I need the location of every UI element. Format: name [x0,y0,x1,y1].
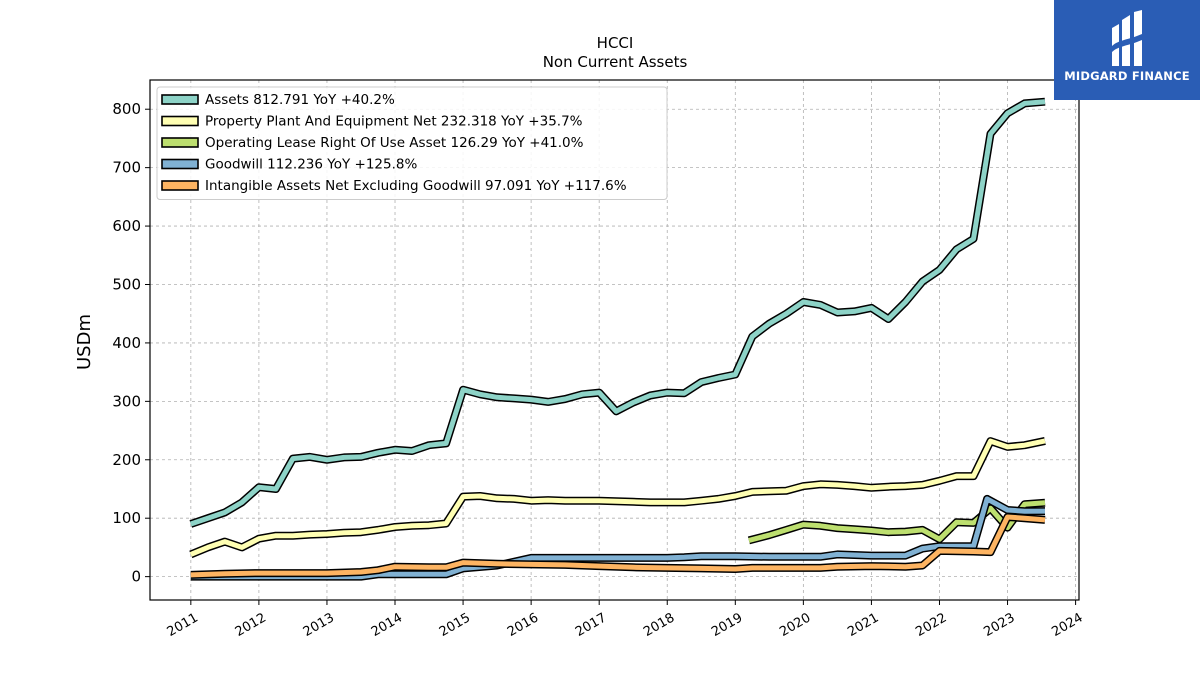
x-tick-label: 2021 [845,610,881,640]
series-group [189,97,1046,581]
legend-swatch [161,94,199,105]
plot-frame [149,79,1080,601]
series-operating-lease-right-of-use-asset [747,498,1046,545]
legend: Assets 812.791 YoY +40.2% Property Plant … [156,86,668,200]
y-tick-label: 200 [112,451,141,469]
legend-box [156,86,668,200]
x-tick-label: 2016 [505,610,541,640]
legend-swatch [161,137,199,148]
series-goodwill [190,494,1046,581]
y-ticks: 0 100 200 300 400 500 600 700 800 [112,100,150,586]
y-tick-label: 300 [112,392,141,410]
y-tick-label: 100 [112,509,141,527]
series-line [189,99,1046,527]
series-assets [189,97,1046,528]
brand-name: MIDGARD FINANCE [1064,69,1190,83]
x-tick-label: 2023 [981,610,1017,640]
x-tick-label: 2013 [301,610,337,640]
legend-swatch [161,180,199,191]
legend-label: Goodwill 112.236 YoY +125.8% [205,157,417,173]
legend-swatch [161,115,199,127]
y-tick-label: 800 [112,100,141,118]
chart-subtitle: Non Current Assets [543,53,688,71]
y-tick-label: 600 [112,217,141,235]
series-line [190,496,1046,580]
x-tick-label: 2015 [437,610,473,640]
x-ticks: 2011 2012 2013 2014 2015 2016 2017 2018 2019 2020… [165,600,1086,640]
x-tick-label: 2022 [913,610,949,640]
y-tick-label: 500 [112,275,141,293]
x-tick-label: 2020 [777,610,813,640]
legend-label: Assets 812.791 YoY +40.2% [205,92,395,108]
y-tick-label: 0 [131,568,141,586]
x-tick-label: 2014 [369,610,405,640]
series-line [748,500,1046,543]
brand-logo: MIDGARD FINANCE [1054,0,1200,100]
legend-label: Operating Lease Right Of Use Asset 126.2… [205,135,584,151]
series-intangible-assets-net-excluding-goodwill [190,513,1046,579]
series-property-plant-and-equipment-net [189,436,1046,559]
midgard-logo-icon [1112,10,1142,66]
legend-label: Intangible Assets Net Excluding Goodwill… [205,178,627,194]
y-tick-label: 400 [112,334,141,352]
x-tick-label: 2012 [233,610,269,640]
y-axis-label: USDm [74,314,95,370]
x-tick-label: 2011 [165,610,201,640]
legend-swatch [161,158,199,170]
series-line [190,514,1046,578]
chart-title: HCCI [597,34,634,52]
x-tick-label: 2019 [709,610,745,640]
legend-label: Property Plant And Equipment Net 232.318… [205,114,583,130]
x-tick-label: 2018 [641,610,677,640]
x-tick-label: 2017 [573,610,609,640]
series-line [189,438,1046,557]
x-tick-label: 2024 [1049,610,1085,640]
y-tick-label: 700 [112,159,141,177]
